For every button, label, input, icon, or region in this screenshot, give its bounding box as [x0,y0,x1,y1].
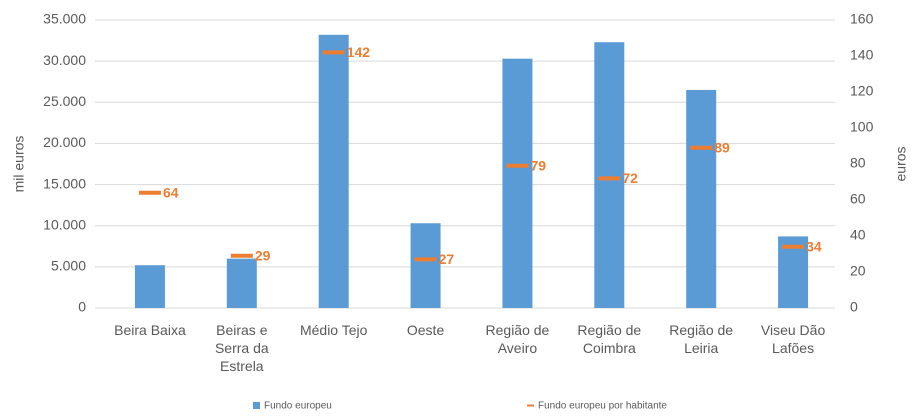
y-tick-label: 15.000 [43,175,86,191]
data-label: 27 [439,251,455,267]
y-tick-label: 30.000 [43,52,86,68]
x-tick-label: Região de Leiria [669,322,734,356]
x-tick-label: Região de Coimbra [577,322,642,356]
data-label: 29 [255,248,271,264]
y2-tick-label: 120 [850,83,874,99]
bar [226,258,257,308]
bar [502,58,533,308]
data-label: 142 [347,44,371,60]
x-tick-label: Oeste [406,322,445,338]
y2-tick-label: 100 [850,119,874,135]
y2-axis-title: euros [893,146,909,181]
y2-tick-label: 40 [850,227,866,243]
legend-label: Fundo europeu [264,401,332,412]
legend-label: Fundo europeu por habitante [538,401,667,412]
legend-swatch [253,402,260,409]
y-axis-title: mil euros [11,136,27,193]
y2-tick-label: 160 [850,11,874,27]
y2-tick-label: 20 [850,263,866,279]
y2-tick-label: 60 [850,191,866,207]
data-label: 79 [530,158,546,174]
y-tick-label: 10.000 [43,216,86,232]
y-tick-label: 20.000 [43,134,86,150]
bar [318,34,349,308]
x-tick-label: Região de Aveiro [485,322,550,356]
x-tick-label: Beira Baixa [114,322,186,338]
y-tick-label: 35.000 [43,11,86,27]
bar [686,89,717,308]
y2-tick-label: 0 [850,299,858,315]
y-tick-label: 0 [78,299,86,315]
bar [594,42,625,309]
data-label: 72 [622,170,638,186]
y2-tick-label: 80 [850,155,866,171]
bar [410,223,441,308]
data-label: 34 [806,239,822,255]
bar [134,265,165,308]
y2-tick-label: 140 [850,47,874,63]
x-tick-label: Viseu Dão Lafões [760,322,826,356]
y-tick-label: 25.000 [43,93,86,109]
data-label: 64 [163,185,179,201]
x-tick-label: Beiras e Serra da Estrela [214,322,269,374]
data-label: 89 [714,140,730,156]
y-tick-label: 5.000 [51,258,86,274]
x-tick-label: Médio Tejo [299,322,368,338]
